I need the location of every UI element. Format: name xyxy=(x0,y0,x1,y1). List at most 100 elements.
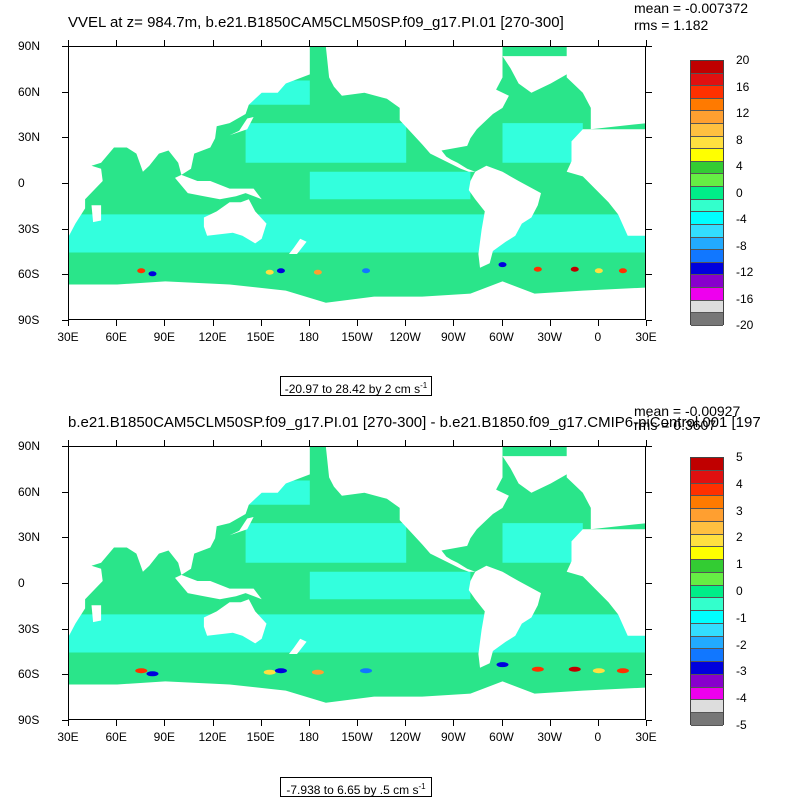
lon-tick xyxy=(164,320,166,326)
lon-tick xyxy=(308,440,310,446)
lat-tick-label: 90N xyxy=(18,439,41,453)
lon-tick xyxy=(501,440,503,446)
lat-tick xyxy=(62,537,68,539)
world-map-svg xyxy=(69,447,645,719)
colorbar-box xyxy=(691,187,723,200)
colorbar-box xyxy=(691,470,723,484)
lon-tick xyxy=(212,40,214,46)
colorbar-box xyxy=(691,275,723,288)
colorbar-box xyxy=(691,237,723,251)
land-north-america xyxy=(325,47,509,172)
land-japan xyxy=(229,117,254,136)
colorbar-box xyxy=(691,674,723,688)
colorbar-box xyxy=(691,598,723,611)
lon-tick-label: 120W xyxy=(389,730,421,744)
colorbar-box xyxy=(691,86,723,99)
contour-range-box: -7.938 to 6.65 by .5 cm s-1 xyxy=(280,777,432,797)
lat-tick xyxy=(646,91,652,93)
lon-tick xyxy=(260,320,262,326)
lat-tick-label: 30N xyxy=(18,130,41,145)
contour-range-box: -20.97 to 28.42 by 2 cm s-1 xyxy=(280,376,432,396)
lon-tick xyxy=(646,320,647,326)
lon-tick xyxy=(164,440,166,446)
lon-tick xyxy=(212,720,214,726)
lon-tick-label: 30E xyxy=(57,730,79,744)
colorbar-box xyxy=(691,649,723,662)
colorbar-box xyxy=(691,111,723,125)
map-panel-top: VVEL at z= 984.7m, b.e21.B1850CAM5CLM50S… xyxy=(18,0,754,396)
ocean-band-2 xyxy=(245,523,407,563)
lon-tick xyxy=(405,440,407,446)
colorbar-box xyxy=(691,509,723,522)
lat-tick xyxy=(646,46,652,47)
panel-title: b.e21.B1850CAM5CLM50SP.f09_g17.PI.01 [27… xyxy=(68,414,761,431)
colorbar-label: -12 xyxy=(736,265,754,279)
colorbar-box xyxy=(691,611,723,624)
anomaly-spot-2 xyxy=(146,671,159,677)
lon-tick-label: 120E xyxy=(198,330,227,344)
lat-tick-label: 90S xyxy=(18,713,40,727)
anomaly-spot-8 xyxy=(533,266,542,272)
colorbar-label: -2 xyxy=(736,637,747,652)
lon-tick xyxy=(549,40,551,46)
lon-tick xyxy=(260,40,262,46)
colorbar-box xyxy=(691,136,723,150)
colorbar-label: -8 xyxy=(736,238,747,253)
lon-tick xyxy=(357,320,358,326)
anomaly-spot-7 xyxy=(498,262,507,268)
lon-tick xyxy=(453,440,455,446)
land-greenland xyxy=(502,456,575,493)
lon-tick xyxy=(501,720,503,726)
colorbar-label: 8 xyxy=(736,132,743,147)
colorbar-label: 4 xyxy=(736,476,743,491)
colorbar-box xyxy=(691,547,723,560)
lon-tick-label: 60E xyxy=(105,730,127,744)
anomaly-spot-11 xyxy=(618,268,627,274)
units-exponent: -1 xyxy=(420,381,428,390)
lon-tick-label: 90W xyxy=(440,730,466,744)
lon-tick-label: 90W xyxy=(440,330,466,344)
units-exponent: -1 xyxy=(418,782,426,791)
colorbar-box xyxy=(691,687,723,701)
ocean-band-4 xyxy=(309,171,471,200)
lat-tick xyxy=(62,583,68,584)
lat-tick-label: 90N xyxy=(18,39,41,53)
lon-tick xyxy=(549,440,551,446)
lon-tick xyxy=(68,40,69,46)
land-africa-east-edge xyxy=(566,129,645,236)
lon-tick-label: 150E xyxy=(246,330,275,344)
lon-tick-label: 180 xyxy=(298,330,319,344)
anomaly-spot-9 xyxy=(570,266,579,272)
colorbar-box xyxy=(691,534,723,548)
lon-tick xyxy=(308,320,310,326)
anomaly-spot-2 xyxy=(148,271,157,277)
anomaly-spot-5 xyxy=(311,669,324,675)
panel-title: VVEL at z= 984.7m, b.e21.B1850CAM5CLM50S… xyxy=(68,14,564,31)
lon-tick xyxy=(646,440,647,446)
colorbar-box xyxy=(691,250,723,263)
lat-tick xyxy=(646,674,652,676)
lon-tick-label: 150E xyxy=(246,730,275,744)
land-europe-east xyxy=(566,47,645,130)
lon-tick xyxy=(212,440,214,446)
lat-tick xyxy=(62,228,68,230)
colorbar-box xyxy=(691,636,723,650)
lon-tick xyxy=(308,40,310,46)
lon-tick xyxy=(357,720,358,726)
lat-tick-label: 0 xyxy=(18,176,25,190)
colorbar-box xyxy=(691,313,723,326)
lat-tick xyxy=(646,720,652,721)
anomaly-spot-5 xyxy=(313,269,322,275)
land-europe-east xyxy=(566,447,645,530)
colorbar-box xyxy=(691,458,723,471)
ocean-band-3 xyxy=(502,123,583,163)
colorbar-label: 16 xyxy=(736,79,750,94)
land-antarctica xyxy=(69,681,645,719)
colorbar xyxy=(690,457,724,726)
lat-tick xyxy=(62,446,68,447)
lon-tick xyxy=(212,320,214,326)
colorbar-box xyxy=(691,224,723,238)
lon-tick xyxy=(164,40,166,46)
land-indonesia xyxy=(175,574,262,600)
land-new-zealand xyxy=(289,638,307,654)
